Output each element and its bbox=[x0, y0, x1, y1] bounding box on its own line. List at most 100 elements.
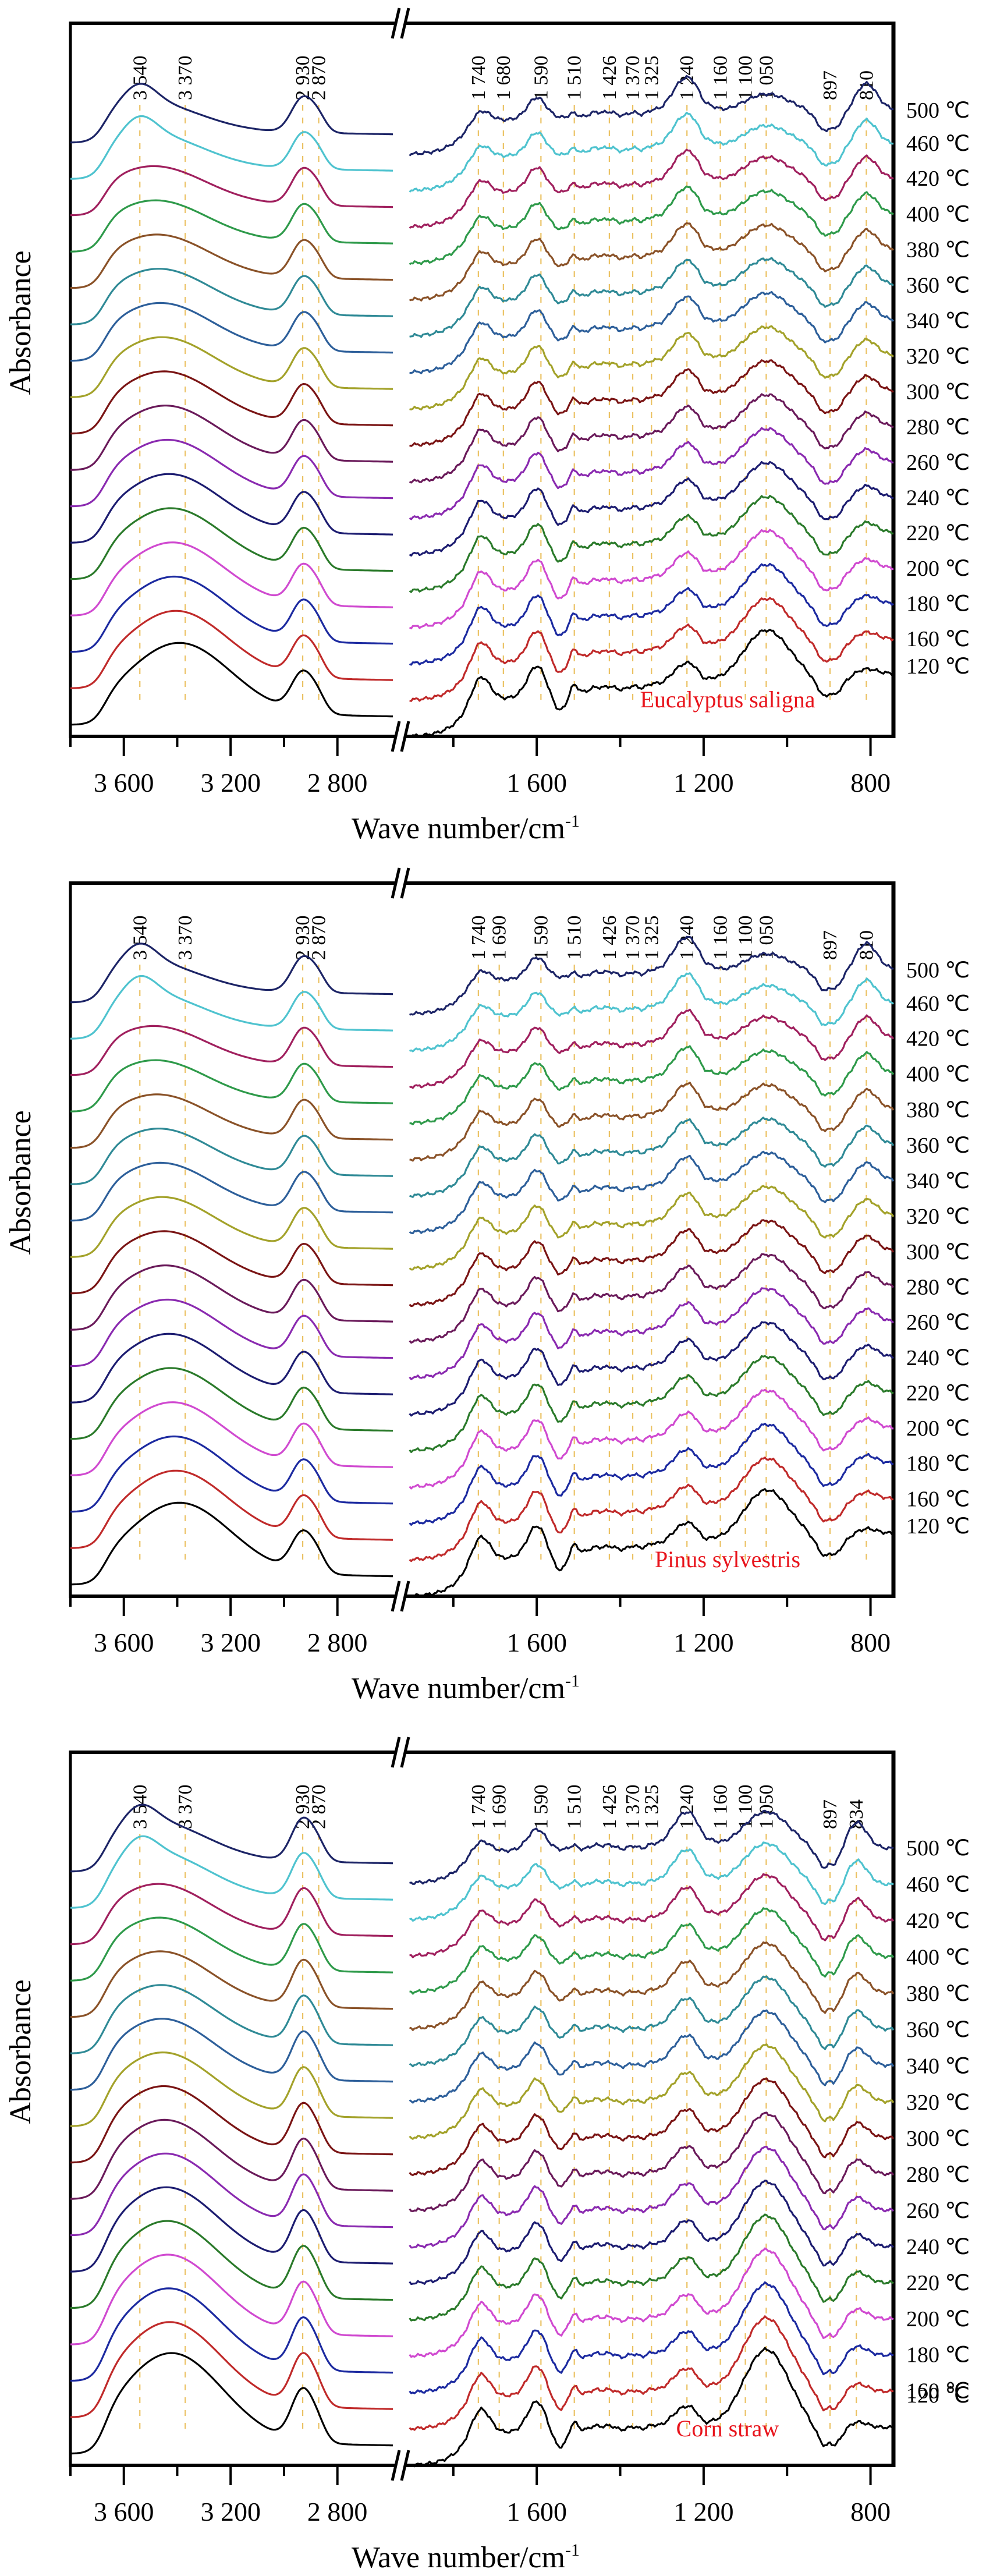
temperature-label-380: 380 ℃ bbox=[906, 238, 970, 262]
species-label: Eucalyptus saligna bbox=[640, 686, 815, 713]
x-tick-label: 3 200 bbox=[200, 768, 261, 798]
spectrum-right-120c bbox=[409, 629, 895, 739]
spectrum-right-360c bbox=[409, 1975, 895, 2068]
spectrum-right-200c bbox=[409, 1388, 894, 1490]
x-axis-title-superscript: -1 bbox=[565, 1671, 580, 1691]
spectrum-right-340c bbox=[409, 290, 895, 374]
temperature-label-180: 180 ℃ bbox=[906, 591, 970, 616]
spectrum-left-380c bbox=[70, 1950, 393, 2018]
spectrum-left-340c bbox=[70, 1161, 393, 1222]
peak-label-1-325: 1 325 bbox=[641, 1785, 662, 1830]
spectrum-right-280c bbox=[409, 393, 894, 484]
temperature-label-280: 280 ℃ bbox=[906, 415, 970, 440]
spectrum-right-300c bbox=[409, 359, 894, 447]
spectrum-right-420c bbox=[409, 1008, 895, 1089]
axis-break-top-2 bbox=[400, 867, 410, 899]
spectrum-left-460c bbox=[70, 1835, 393, 1909]
spectrum-left-240c bbox=[70, 473, 393, 544]
peak-label-3-540: 3 540 bbox=[129, 916, 151, 961]
panel-corn-straw: 3 600 3 200 2 800 1 600 1 200 800 Wave number/… bbox=[4, 1737, 970, 2574]
temperature-label-300: 300 ℃ bbox=[906, 2127, 970, 2151]
y-axis-title: Absorbance bbox=[4, 1979, 37, 2124]
spectrum-right-420c bbox=[409, 1873, 895, 1958]
peak-label-1-050: 1 050 bbox=[756, 56, 777, 101]
spectrum-right-400c bbox=[409, 1907, 895, 1995]
peak-label-3-370: 3 370 bbox=[175, 56, 196, 101]
spectrum-left-340c bbox=[70, 2018, 393, 2091]
peak-label-1-050: 1 050 bbox=[756, 1785, 777, 1830]
x-tick-label: 3 200 bbox=[200, 2497, 261, 2527]
x-tick-label: 800 bbox=[850, 768, 891, 798]
temperature-label-400: 400 ℃ bbox=[906, 1062, 970, 1087]
temperature-label-320: 320 ℃ bbox=[906, 2090, 970, 2115]
temperature-label-200: 200 ℃ bbox=[906, 2307, 970, 2331]
temperature-label-460: 460 ℃ bbox=[906, 991, 970, 1016]
spectrum-left-280c bbox=[70, 405, 393, 471]
spectrum-right-380c bbox=[409, 222, 895, 302]
peak-label-1-510: 1 510 bbox=[564, 916, 586, 961]
axis-break-bottom-2 bbox=[400, 1581, 410, 1612]
temperature-label-320: 320 ℃ bbox=[906, 345, 970, 369]
temperature-label-160: 160 ℃ bbox=[906, 1487, 970, 1511]
temperature-label-180: 180 ℃ bbox=[906, 2343, 970, 2368]
peak-label-1-690: 1 690 bbox=[489, 916, 510, 961]
spectrum-right-500c bbox=[409, 936, 894, 1016]
peak-label-3-370: 3 370 bbox=[175, 1785, 196, 1830]
peak-label-2-930: 2 930 bbox=[292, 916, 314, 961]
x-tick-label: 1 600 bbox=[506, 768, 567, 798]
spectrum-left-340c bbox=[70, 302, 393, 362]
x-tick-label: 1 200 bbox=[673, 1628, 734, 1657]
spectrum-right-220c bbox=[409, 2213, 894, 2322]
spectrum-left-260c bbox=[70, 1298, 393, 1367]
temperature-label-340: 340 ℃ bbox=[906, 309, 970, 334]
axis-break-top-1 bbox=[391, 8, 401, 39]
peak-label-1-370: 1 370 bbox=[622, 56, 644, 101]
spectrum-left-260c bbox=[70, 2152, 393, 2237]
species-label: Pinus sylvestris bbox=[655, 1546, 800, 1572]
species-label: Corn straw bbox=[676, 2415, 779, 2442]
spectrum-left-240c bbox=[70, 2186, 393, 2273]
spectrum-left-420c bbox=[70, 165, 393, 217]
spectrum-left-160c bbox=[70, 2321, 393, 2418]
temperature-label-460: 460 ℃ bbox=[906, 132, 970, 156]
spectrum-right-180c bbox=[409, 1422, 894, 1526]
temperature-label-240: 240 ℃ bbox=[906, 486, 970, 511]
axis-break-bottom-1 bbox=[391, 2450, 401, 2481]
spectrum-right-160c bbox=[409, 1457, 894, 1562]
temperature-label-300: 300 ℃ bbox=[906, 1240, 970, 1264]
peak-label-1-740: 1 740 bbox=[468, 1785, 490, 1830]
spectrum-left-180c bbox=[70, 1435, 393, 1513]
spectrum-left-300c bbox=[70, 2085, 393, 2164]
spectrum-right-180c bbox=[409, 562, 894, 666]
temperature-label-300: 300 ℃ bbox=[906, 380, 970, 404]
temperature-label-200: 200 ℃ bbox=[906, 1416, 970, 1441]
temperature-label-360: 360 ℃ bbox=[906, 1133, 970, 1158]
peak-label-2-870: 2 870 bbox=[308, 916, 330, 961]
spectrum-right-340c bbox=[409, 1150, 895, 1235]
peak-label-1-426: 1 426 bbox=[599, 916, 620, 961]
spectrum-left-320c bbox=[70, 336, 393, 398]
spectrum-right-220c bbox=[409, 1355, 894, 1453]
temperature-label-320: 320 ℃ bbox=[906, 1204, 970, 1229]
spectrum-left-300c bbox=[70, 370, 393, 435]
peak-label-834: 834 bbox=[846, 1799, 867, 1829]
peak-label-1-426: 1 426 bbox=[599, 56, 620, 101]
x-tick-label: 1 200 bbox=[673, 768, 734, 798]
x-axis-title: Wave number/cm-1 bbox=[352, 812, 580, 845]
x-axis-title-superscript: -1 bbox=[565, 812, 580, 831]
spectrum-right-360c bbox=[409, 1117, 895, 1198]
x-axis-title: Wave number/cm-1 bbox=[352, 1671, 580, 1705]
spectrum-left-400c bbox=[70, 199, 393, 253]
spectrum-right-260c bbox=[409, 427, 894, 520]
spectrum-right-380c bbox=[409, 1941, 895, 2031]
temperature-label-420: 420 ℃ bbox=[906, 1909, 970, 1933]
spectrum-left-200c bbox=[70, 541, 393, 616]
temperature-label-420: 420 ℃ bbox=[906, 1026, 970, 1051]
temperature-label-120: 120 ℃ bbox=[906, 654, 970, 679]
temperature-label-380: 380 ℃ bbox=[906, 1098, 970, 1122]
x-tick-label: 3 600 bbox=[94, 1628, 154, 1657]
peak-label-1-160: 1 160 bbox=[710, 916, 732, 961]
spectrum-right-300c bbox=[409, 1219, 895, 1308]
peak-label-1-426: 1 426 bbox=[599, 1785, 620, 1830]
